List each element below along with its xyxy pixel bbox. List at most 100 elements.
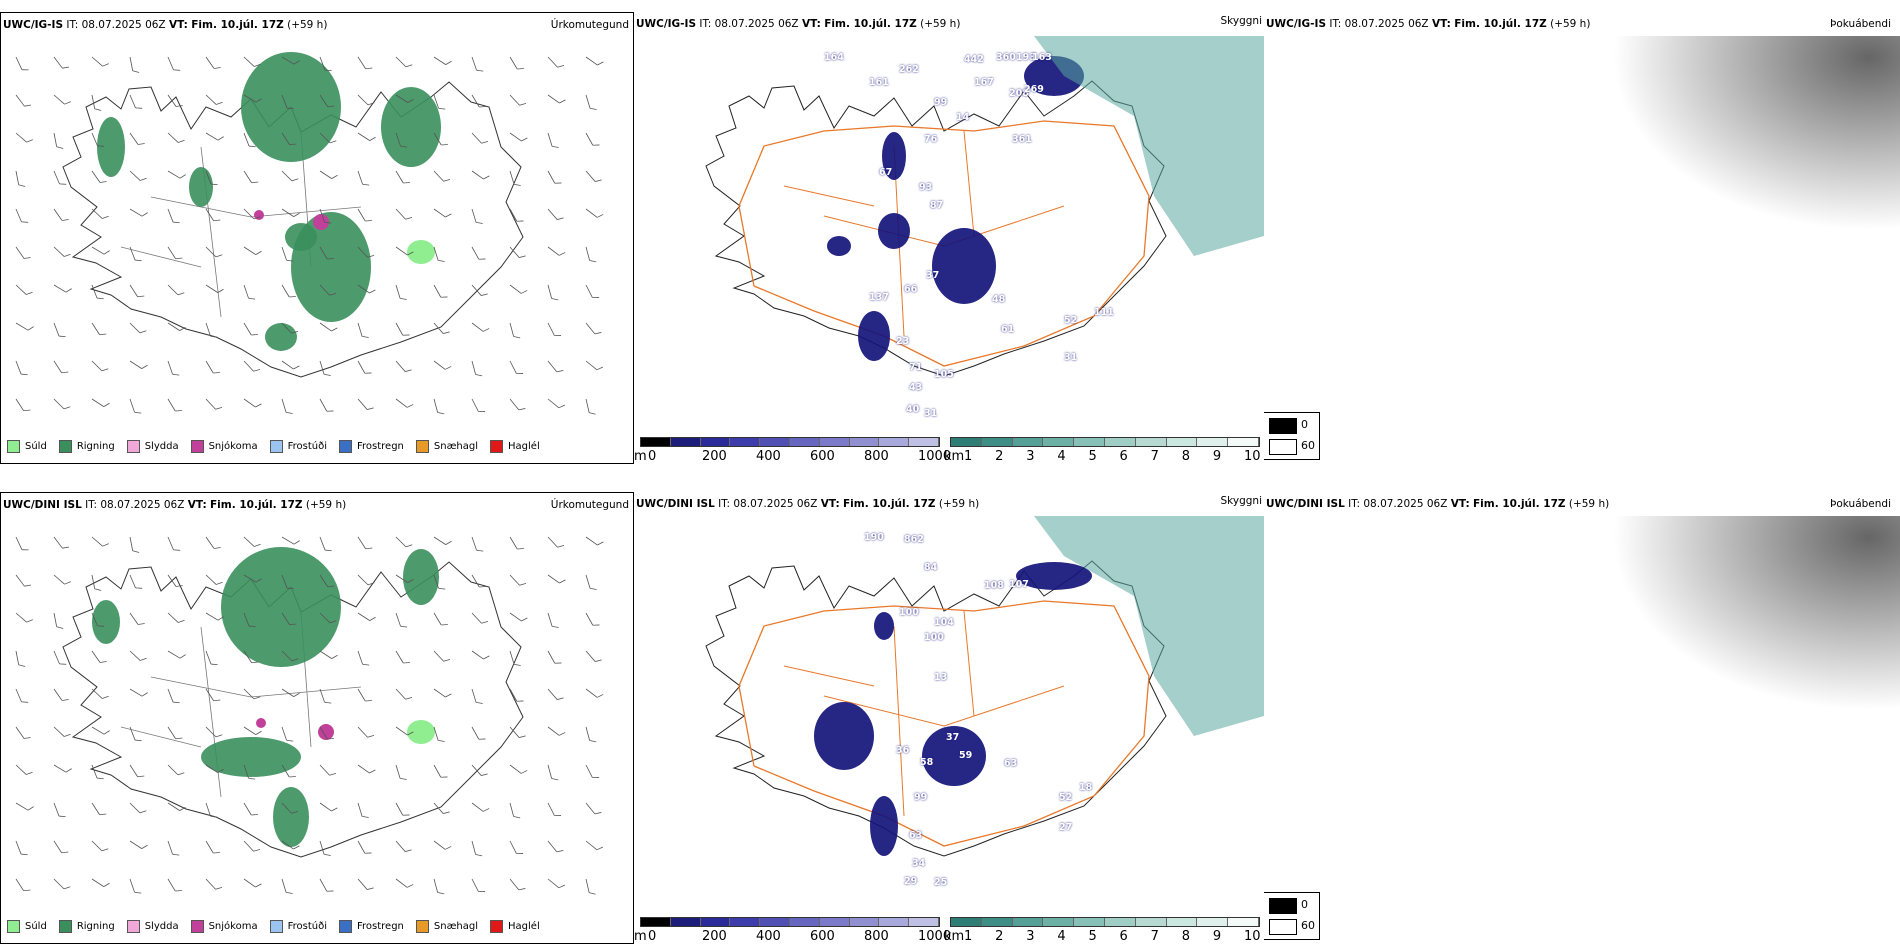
visibility-value-label: 100 — [899, 607, 919, 618]
colorbar-step — [670, 438, 701, 446]
fog-swatch — [1269, 439, 1297, 455]
visibility-value-label: 48 — [992, 294, 1006, 305]
legend-item: Snæhagl — [415, 440, 479, 453]
fog-legend-value: 60 — [1301, 439, 1315, 452]
visibility-value-label: 164 — [824, 52, 844, 63]
legend-label: Haglél — [508, 921, 540, 932]
colorbar-step — [1012, 918, 1044, 926]
fog-legend-value: 0 — [1301, 898, 1308, 911]
colorbar-unit: m — [634, 449, 647, 464]
legend-label: Slydda — [144, 921, 179, 932]
legend-item: Frostúði — [269, 440, 327, 453]
colorbar-tick: 7 — [1150, 449, 1159, 464]
visibility-value-label: 59 — [959, 750, 973, 761]
visibility-value-label: 87 — [930, 200, 944, 211]
colorbar-tick: 800 — [864, 929, 889, 944]
legend-swatch — [58, 920, 72, 933]
visibility-value-label: 111 — [1094, 307, 1114, 318]
colorbar-step — [1197, 918, 1229, 926]
legend-label: Rigning — [76, 441, 115, 452]
legend-swatch — [58, 440, 72, 453]
panel-title: Þokuábendi — [1830, 18, 1891, 30]
colorbar-tick: 800 — [864, 449, 889, 464]
fog-swatch — [1269, 919, 1297, 935]
colorbar-step — [641, 438, 671, 446]
precip-map — [15, 536, 604, 895]
legend-swatch — [490, 440, 504, 453]
colorbar-tick: 6 — [1119, 929, 1128, 944]
legend-label: Frostúði — [287, 921, 327, 932]
legend-swatch — [7, 440, 20, 453]
panel-title: Skyggni — [1220, 15, 1263, 27]
visibility-value-label: 58 — [920, 757, 934, 768]
visibility-value-label: 361 — [1012, 134, 1032, 145]
legend-swatch — [339, 440, 352, 453]
colorbar-step — [641, 918, 671, 926]
colorbar-tick: 5 — [1088, 929, 1097, 944]
fog-legend-value: 60 — [1301, 919, 1315, 932]
visibility-value-label: 29 — [904, 876, 918, 887]
visibility-value-label: 37 — [926, 270, 940, 281]
visibility-value-label: 34 — [912, 858, 926, 869]
fog-legend: 0 60 — [1264, 412, 1320, 460]
visibility-value-label: 27 — [1059, 822, 1073, 833]
legend-item: Snæhagl — [415, 920, 478, 933]
colorbar-unit: km — [944, 449, 965, 464]
colorbar-tick: 1 — [964, 449, 973, 464]
panel-header: UWC/DINI ISL IT: 08.07.2025 06Z VT: Fim.… — [3, 499, 347, 511]
legend-item: Súld — [7, 440, 47, 453]
colorbar-step — [1197, 438, 1229, 446]
visibility-value-label: 40 — [906, 404, 920, 415]
fog-legend-value: 0 — [1301, 418, 1308, 431]
legend-label: Snjókoma — [208, 441, 258, 452]
legend-item: Rigning — [58, 440, 115, 453]
visibility-value-label: 61 — [1001, 324, 1015, 335]
colorbar-step — [879, 918, 910, 926]
colorbar-strip — [950, 917, 1260, 927]
legend-label: Rigning — [76, 921, 115, 932]
colorbar-step — [1012, 438, 1044, 446]
colorbar-tick: 0 — [648, 929, 657, 944]
legend-swatch — [339, 920, 352, 933]
legend-label: Súld — [25, 441, 47, 452]
precip-panel-bottom: UWC/DINI ISL IT: 08.07.2025 06Z VT: Fim.… — [0, 492, 634, 944]
colorbar-strip — [950, 437, 1260, 447]
visibility-value-label: 442 — [964, 54, 984, 65]
visibility-value-label: 14 — [956, 112, 970, 123]
colorbar-strip — [640, 437, 940, 447]
legend-swatch — [415, 920, 429, 933]
colorbar-tick: 7 — [1150, 929, 1159, 944]
visibility-value-label: 18 — [1079, 782, 1093, 793]
panel-title: Skyggni — [1220, 495, 1263, 507]
visibility-panel-bottom: UWC/DINI ISL IT: 08.07.2025 06Z VT: Fim.… — [634, 492, 1264, 944]
visibility-map — [705, 516, 1264, 857]
visibility-value-label: 63 — [909, 830, 923, 841]
legend-label: Súld — [25, 921, 47, 932]
fog-map — [1264, 516, 1900, 944]
legend-swatch — [190, 920, 204, 933]
colorbar-tick: 2 — [995, 929, 1004, 944]
colorbar-step — [981, 438, 1013, 446]
legend-label: Snæhagl — [433, 441, 479, 452]
legend-item: Frostregn — [339, 920, 404, 933]
visibility-value-label: 262 — [899, 64, 919, 75]
legend-swatch — [126, 920, 140, 933]
visibility-value-label: 208 — [1009, 88, 1029, 99]
colorbar-tick: 5 — [1088, 449, 1097, 464]
legend-item: Haglél — [490, 440, 540, 453]
legend-swatch — [415, 440, 429, 453]
visibility-value-label: 163 — [1032, 52, 1052, 63]
colorbar-step — [981, 918, 1013, 926]
colorbar-tick: 400 — [756, 929, 781, 944]
visibility-panel-top: UWC/IG-IS IT: 08.07.2025 06Z VT: Fim. 10… — [634, 12, 1264, 464]
legend-label: Frostregn — [357, 441, 404, 452]
visibility-value-label: 31 — [924, 408, 938, 419]
visibility-value-label: 84 — [924, 562, 938, 573]
legend-item: Súld — [7, 920, 47, 933]
legend-label: Haglél — [508, 441, 540, 452]
panel-header: UWC/IG-IS IT: 08.07.2025 06Z VT: Fim. 10… — [636, 18, 961, 30]
colorbar-step — [819, 918, 850, 926]
fog-map — [1264, 36, 1900, 464]
panel-title: Úrkomutegund — [550, 499, 629, 511]
visibility-value-label: 31 — [1064, 352, 1078, 363]
